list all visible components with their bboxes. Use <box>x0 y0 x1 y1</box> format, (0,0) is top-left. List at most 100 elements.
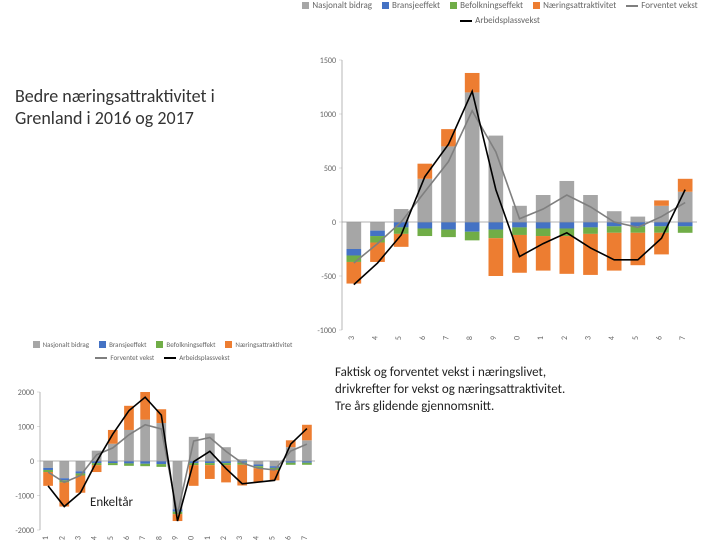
x-tick-label: 2012 <box>219 536 229 540</box>
legend-swatch <box>95 357 107 359</box>
y-tick-label: 1000 <box>320 110 336 120</box>
y-tick-label: 500 <box>324 164 336 174</box>
x-tick-label: 2012 <box>560 336 570 340</box>
legend-item: Bransjeeffekt <box>99 340 146 349</box>
bar-bransje <box>140 461 150 464</box>
bar-nasjonalt <box>59 461 69 478</box>
bar-naering_pos <box>124 406 134 430</box>
bar-nasjonalt <box>108 444 118 461</box>
page-title: Bedre næringsattraktivitet i Grenland i … <box>15 85 265 129</box>
x-tick-label: 2017 <box>678 336 688 340</box>
legend-swatch <box>33 341 40 348</box>
bar-befolkning <box>205 463 215 465</box>
chart-svg: -1000-5000500100015002003200420052006200… <box>290 30 710 340</box>
x-tick-label: 2010 <box>187 536 197 540</box>
bar-befolkning <box>512 227 527 235</box>
x-tick-label: 2008 <box>154 536 164 540</box>
chart-svg: -2000-1000010002000200120022003200420052… <box>0 366 325 540</box>
legend-swatch <box>626 5 638 7</box>
y-tick-label: -1000 <box>317 326 336 336</box>
x-tick-label: 2011 <box>536 336 546 340</box>
legend-label: Forventet vekst <box>641 0 697 11</box>
legend-swatch <box>225 341 232 348</box>
bar-naering_neg <box>205 465 215 479</box>
bar-befolkning <box>441 230 456 238</box>
bar-nasjonalt <box>370 222 385 231</box>
y-tick-label: 0 <box>30 457 34 467</box>
legend-swatch <box>99 341 106 348</box>
x-tick-label: 2008 <box>465 336 475 340</box>
bar-befolkning <box>302 463 312 465</box>
chart-bottom: Nasjonalt bidrag Bransjeeffekt Befolknin… <box>0 340 325 540</box>
bar-bransje <box>536 222 551 228</box>
bar-befolkning <box>43 470 53 472</box>
bar-bransje <box>678 222 693 226</box>
x-tick-label: 2004 <box>371 336 381 340</box>
caption-line: Tre års glidende gjennomsnitt. <box>335 399 494 414</box>
bar-naering_neg <box>559 236 574 274</box>
legend-label: Næringsattraktivitet <box>235 340 292 349</box>
legend-label: Forventet vekst <box>110 353 154 362</box>
x-tick-label: 2013 <box>584 336 594 340</box>
caption-line: Faktisk og forventet vekst i næringslive… <box>335 365 546 380</box>
chart-top: Nasjonalt bidrag Bransjeeffekt Befolknin… <box>290 0 710 340</box>
x-tick-label: 2010 <box>513 336 523 340</box>
legend-label: Nasjonalt bidrag <box>312 0 372 11</box>
x-tick-label: 2002 <box>57 536 67 540</box>
legend-item: Forventet vekst <box>95 353 154 362</box>
bar-bransje <box>43 468 53 470</box>
y-tick-label: 2000 <box>18 388 34 398</box>
bar-nasjonalt <box>302 440 312 461</box>
x-tick-label: 2009 <box>171 536 181 540</box>
bar-bransje <box>254 464 264 466</box>
bar-befolkning <box>286 463 296 465</box>
bar-bransje <box>654 222 669 226</box>
y-tick-label: -500 <box>321 272 336 282</box>
caption-text: Faktisk og forventet vekst i næringslive… <box>335 365 565 416</box>
bar-bransje <box>370 231 385 236</box>
x-tick-label: 2001 <box>41 536 51 540</box>
legend-item: Næringsattraktivitet <box>225 340 292 349</box>
legend-swatch <box>302 2 309 9</box>
legend-label: Befolkningseffekt <box>166 340 215 349</box>
bar-bransje <box>559 222 574 228</box>
bar-befolkning <box>108 463 118 465</box>
x-tick-label: 2006 <box>418 336 428 340</box>
legend-swatch <box>460 20 472 22</box>
x-tick-label: 2005 <box>106 536 116 540</box>
caption-line: drivkrefter for vekst og næringsattrakti… <box>335 382 565 397</box>
bar-nasjonalt <box>488 136 503 222</box>
bar-naering_neg <box>254 468 264 482</box>
legend-item: Forventet vekst <box>626 0 697 11</box>
bar-bransje <box>441 222 456 230</box>
legend-label: Næringsattraktivitet <box>543 0 616 11</box>
x-tick-label: 2014 <box>607 336 617 340</box>
legend-swatch <box>450 2 457 9</box>
x-tick-label: 2003 <box>347 336 357 340</box>
bar-bransje <box>417 222 432 228</box>
bar-bransje <box>488 222 503 230</box>
y-tick-label: 0 <box>332 218 336 228</box>
bar-befolkning <box>465 232 480 241</box>
legend-item: Nasjonalt bidrag <box>33 340 89 349</box>
bar-bransje <box>346 249 361 255</box>
bar-naering_pos <box>654 200 669 205</box>
x-tick-label: 2005 <box>394 336 404 340</box>
x-tick-label: 2003 <box>73 536 83 540</box>
bar-nasjonalt <box>559 181 574 222</box>
bar-bransje <box>465 222 480 232</box>
x-tick-label: 2015 <box>631 336 641 340</box>
x-tick-label: 2007 <box>138 536 148 540</box>
bar-nasjonalt <box>346 222 361 249</box>
legend-label: Bransjeeffekt <box>109 340 146 349</box>
x-tick-label: 2014 <box>251 536 261 540</box>
legend-item: Bransjeeffekt <box>382 0 440 11</box>
bar-naering_neg <box>76 475 86 492</box>
legend-item: Arbeidsplassvekst <box>460 15 540 26</box>
legend-item: Befolkningseffekt <box>450 0 523 11</box>
bar-bransje <box>156 461 166 464</box>
bar-nasjonalt <box>76 461 86 471</box>
x-tick-label: 2004 <box>90 536 100 540</box>
x-tick-label: 2016 <box>284 536 294 540</box>
x-tick-label: 2015 <box>268 536 278 540</box>
